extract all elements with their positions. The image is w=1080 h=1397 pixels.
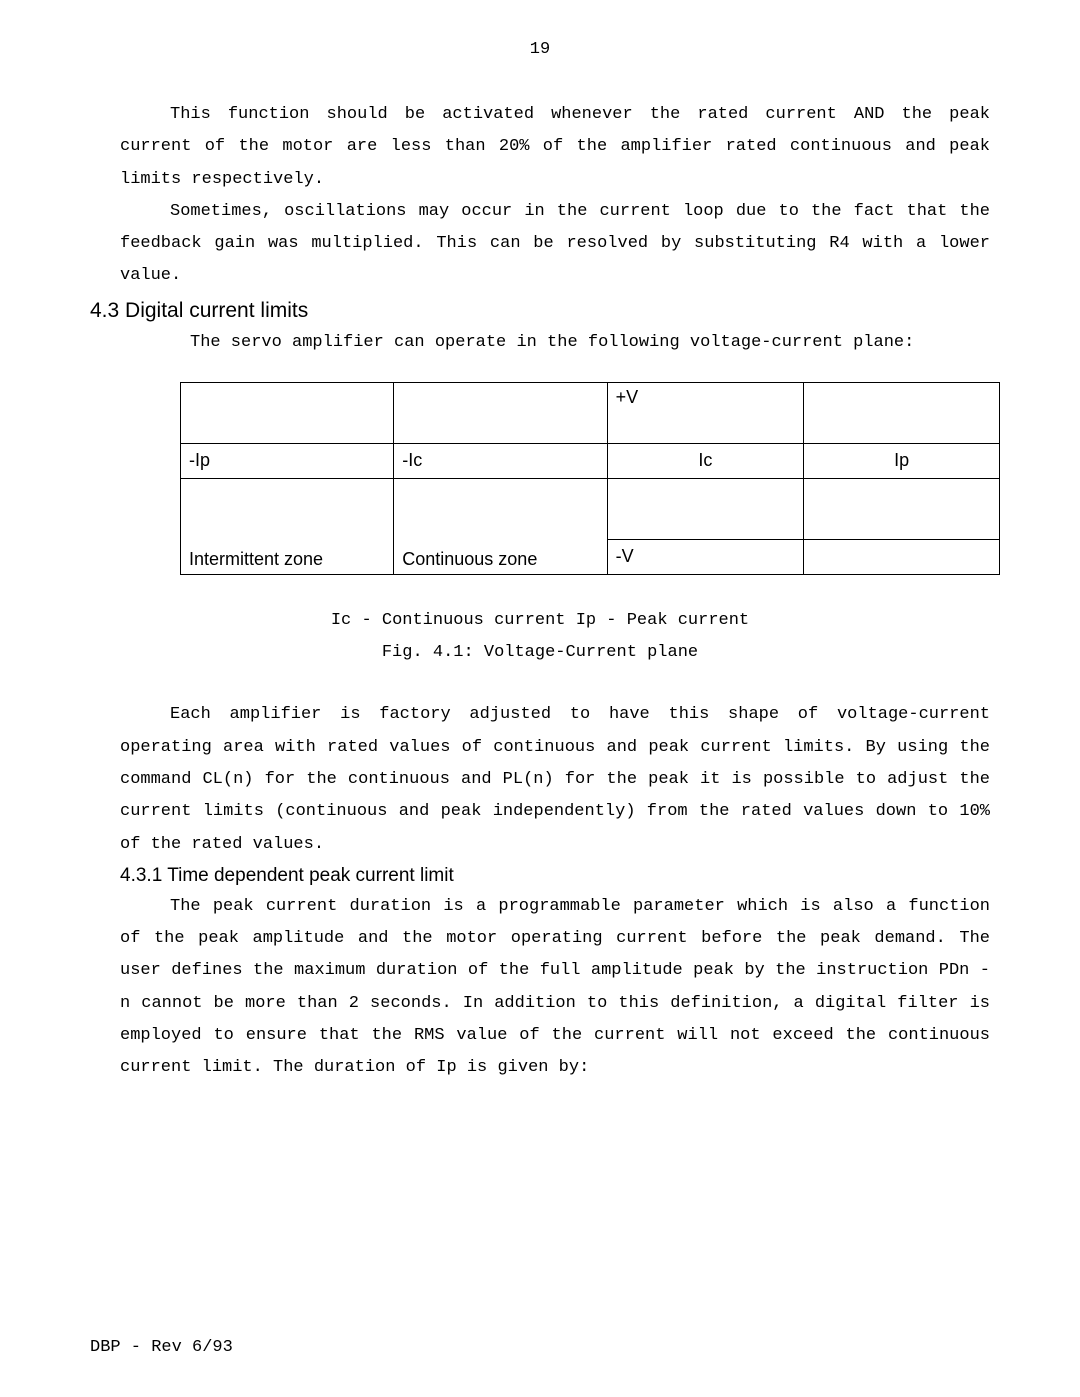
figure-caption: Ic - Continuous current Ip - Peak curren… [90, 605, 990, 670]
table-cell [181, 382, 394, 443]
caption-line-1: Ic - Continuous current Ip - Peak curren… [331, 611, 749, 630]
table-cell [804, 382, 1000, 443]
heading-4-3: 4.3 Digital current limits [90, 299, 990, 323]
paragraph-3: The peak current duration is a programma… [120, 891, 990, 1085]
table-cell: Intermittent zone [181, 478, 394, 574]
table-cell [804, 478, 1000, 539]
table-cell: Ip [804, 443, 1000, 478]
servo-intro-line: The servo amplifier can operate in the f… [190, 333, 990, 352]
table-cell [607, 478, 804, 539]
paragraph-1b: Sometimes, oscillations may occur in the… [120, 196, 990, 293]
table-cell [804, 539, 1000, 574]
table-cell: -Ip [181, 443, 394, 478]
table-cell: -V [607, 539, 804, 574]
footer: DBP - Rev 6/93 [90, 1338, 233, 1357]
caption-line-2: Fig. 4.1: Voltage-Current plane [382, 643, 698, 662]
page-number: 19 [90, 40, 990, 59]
heading-4-3-1: 4.3.1 Time dependent peak current limit [120, 865, 990, 887]
table-cell: Continuous zone [394, 478, 607, 574]
paragraph-1a: This function should be activated whenev… [120, 99, 990, 196]
table-cell: Ic [607, 443, 804, 478]
table-cell: -Ic [394, 443, 607, 478]
table-cell: +V [607, 382, 804, 443]
table-cell [394, 382, 607, 443]
voltage-current-table: +V -Ip -Ic Ic Ip Intermittent zone Conti… [180, 382, 990, 575]
paragraph-2: Each amplifier is factory adjusted to ha… [120, 699, 990, 860]
